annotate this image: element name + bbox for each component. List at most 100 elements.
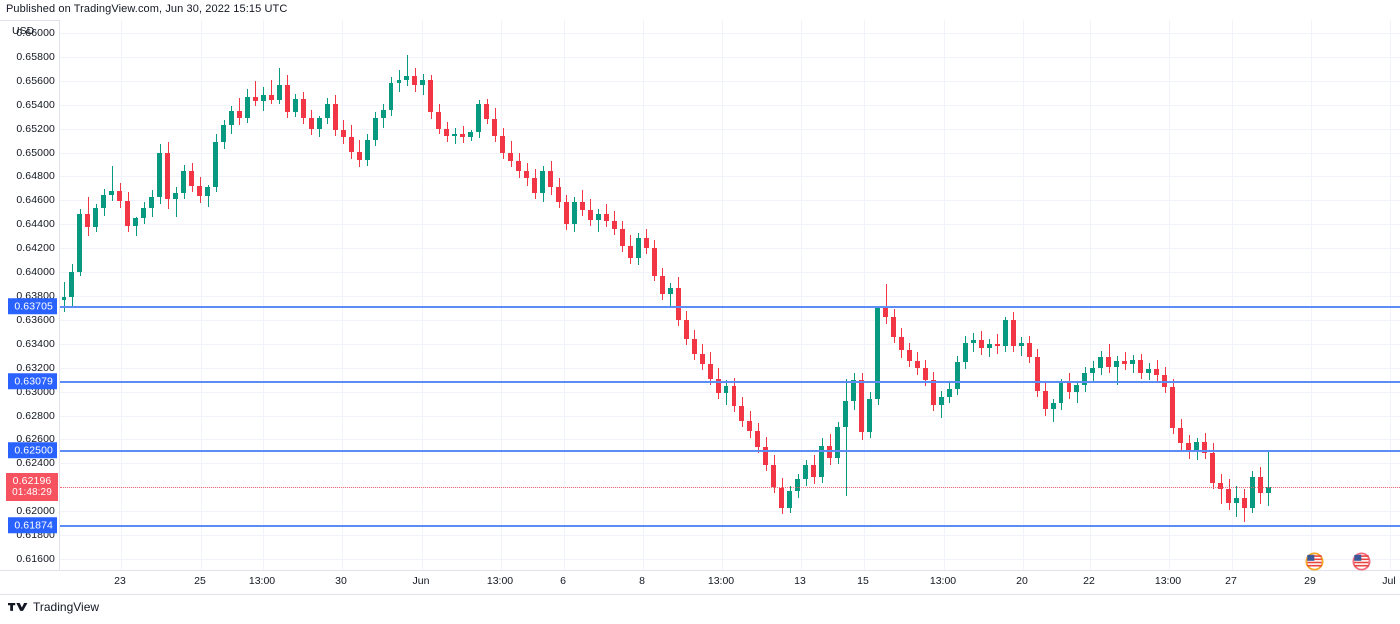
candle-body <box>1010 320 1016 347</box>
price-axis-label: 0.66000 <box>16 26 55 39</box>
candle-body <box>85 213 91 227</box>
candle-body <box>484 103 490 120</box>
candle-body <box>292 98 298 113</box>
time-axis-label: 13:00 <box>707 575 735 587</box>
price-scale[interactable]: 0.66000 0.65800 0.65600 0.65400 0.65200 0.650… <box>0 20 59 570</box>
candle-body <box>699 353 705 365</box>
gridline-vertical <box>1089 20 1091 570</box>
price-level-line[interactable] <box>60 450 1400 452</box>
usd-flag-icon-1[interactable] <box>1305 552 1324 571</box>
candle-body <box>205 187 211 196</box>
candle-body <box>914 360 920 368</box>
candle-body <box>667 287 673 294</box>
time-scale[interactable]: 23 25 13:00 30 Jun 13:00 6 8 13:00 13 15 13:00 20 22 1… <box>60 571 1400 594</box>
candle-wick <box>407 54 408 86</box>
candle-body <box>603 213 609 221</box>
candle-body <box>771 464 777 488</box>
time-axis-label: Jun <box>412 575 430 587</box>
candle-body <box>284 84 290 113</box>
candle-body <box>1066 383 1072 392</box>
price-level-line[interactable] <box>60 381 1400 383</box>
candle-body <box>1154 369 1160 376</box>
candle-body <box>922 367 928 380</box>
gridline-horizontal <box>60 104 1400 106</box>
price-level-line[interactable] <box>60 525 1400 527</box>
gridline-vertical <box>1310 20 1312 570</box>
candle-wick <box>136 217 137 237</box>
candle-body <box>803 464 809 480</box>
tradingview-footer[interactable]: TradingView <box>8 600 99 614</box>
current-price-badge[interactable]: 0.62196 01:48:29 <box>6 472 58 501</box>
gridline-vertical <box>1168 20 1170 570</box>
price-level-line[interactable] <box>60 487 1400 488</box>
time-scale-divider <box>0 570 1400 571</box>
candle-body <box>1042 390 1048 409</box>
candle-body <box>763 446 769 465</box>
candle-body <box>308 118 314 129</box>
candle-body <box>157 152 163 197</box>
candle-wick <box>64 281 65 312</box>
candle-body <box>1202 442 1208 453</box>
candle-body <box>77 213 83 273</box>
gridline-horizontal <box>60 367 1400 369</box>
gridline-vertical <box>563 20 565 570</box>
price-axis-label: 0.65000 <box>16 146 55 159</box>
price-axis-label: 0.65200 <box>16 122 55 135</box>
gridline-vertical <box>200 20 202 570</box>
candle-body <box>619 229 625 246</box>
candle-body <box>468 132 474 138</box>
candle-body <box>476 103 482 133</box>
gridline-vertical <box>120 20 122 570</box>
candle-body <box>1257 476 1263 494</box>
usd-flag-icon-2[interactable] <box>1352 552 1371 571</box>
price-axis-label: 0.65600 <box>16 74 55 87</box>
candle-body <box>978 340 984 348</box>
price-level-badge-resistance-1[interactable]: 0.63705 <box>8 298 57 315</box>
gridline-vertical <box>943 20 945 570</box>
bar-countdown: 01:48:29 <box>12 486 52 498</box>
time-axis-label: 27 <box>1225 575 1237 587</box>
candle-body <box>516 161 522 171</box>
candle-body <box>125 200 131 226</box>
price-axis-label: 0.61600 <box>16 552 55 565</box>
candle-body <box>595 213 601 220</box>
price-scale-currency: USD <box>12 25 35 37</box>
candle-body <box>396 79 402 84</box>
price-axis-label: 0.62400 <box>16 456 55 469</box>
price-scale-divider <box>59 20 60 570</box>
candle-wick <box>973 333 974 353</box>
candle-wick <box>255 80 256 107</box>
candle-body <box>260 95 266 102</box>
candle-body <box>244 96 250 119</box>
price-axis-label: 0.64000 <box>16 265 55 278</box>
candle-body <box>300 98 306 119</box>
candle-body <box>340 130 346 138</box>
tradingview-brand: TradingView <box>33 600 100 614</box>
candle-body <box>1098 357 1104 368</box>
candle-body <box>508 152 514 162</box>
price-level-line[interactable] <box>60 306 1400 308</box>
chart-plot-area[interactable] <box>60 20 1400 570</box>
gridline-horizontal <box>60 462 1400 464</box>
candle-body <box>691 339 697 354</box>
price-level-badge-support-2[interactable]: 0.61874 <box>8 517 57 534</box>
candle-wick <box>176 187 177 218</box>
candle-body <box>954 361 960 390</box>
candle-body <box>133 218 139 226</box>
price-level-badge-support-1[interactable]: 0.62500 <box>8 442 57 459</box>
candle-wick <box>1053 399 1054 422</box>
published-caption: Published on TradingView.com, Jun 30, 20… <box>6 3 288 15</box>
gridline-horizontal <box>60 415 1400 417</box>
gridline-vertical <box>721 20 723 570</box>
candle-body <box>380 109 386 119</box>
candle-wick <box>989 339 990 358</box>
time-axis-label: 23 <box>114 575 126 587</box>
price-level-badge-resistance-2[interactable]: 0.63079 <box>8 373 57 389</box>
gridline-horizontal <box>60 247 1400 249</box>
time-axis-label: 22 <box>1083 575 1095 587</box>
candle-body <box>883 308 888 317</box>
candle-body <box>930 379 936 405</box>
price-axis-label: 0.64400 <box>16 217 55 230</box>
candle-body <box>1074 384 1080 392</box>
